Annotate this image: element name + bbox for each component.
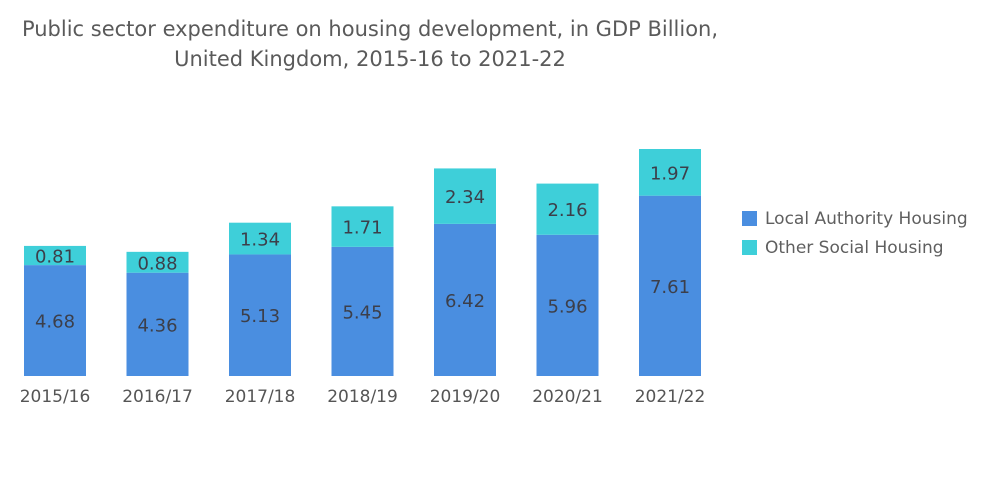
- data-label: 0.81: [35, 247, 75, 268]
- bar-group-2021-22: 7.61 1.97 2021/22: [635, 149, 706, 407]
- legend-label: Local Authority Housing: [765, 208, 968, 229]
- bar-segment-other-social-housing[interactable]: [639, 149, 701, 196]
- bar-segment-other-social-housing[interactable]: [24, 245, 86, 266]
- chart-title-line-2: United Kingdom, 2015-16 to 2021-22: [174, 47, 566, 71]
- data-label: 6.42: [445, 291, 485, 312]
- bar-segment-local-authority-housing[interactable]: [639, 195, 701, 376]
- bar-group-2020-21: 5.96 2.16 2020/21: [532, 183, 603, 407]
- data-label: 1.71: [342, 218, 382, 239]
- x-tick-label: 2016/17: [122, 387, 193, 407]
- bar-segment-local-authority-housing[interactable]: [536, 234, 599, 376]
- bar-group-2015-16: 4.68 0.81 2015/16: [20, 245, 91, 407]
- bar-group-2019-20: 6.42 2.34 2019/20: [430, 168, 501, 407]
- bar-segment-other-social-housing[interactable]: [536, 183, 599, 235]
- data-label: 4.36: [137, 315, 177, 336]
- bar-segment-local-authority-housing[interactable]: [126, 272, 189, 376]
- bar-segment-other-social-housing[interactable]: [434, 168, 496, 224]
- data-label: 5.45: [342, 302, 382, 323]
- bar-segment-local-authority-housing[interactable]: [229, 254, 291, 376]
- data-label: 2.16: [547, 200, 587, 221]
- data-label: 7.61: [650, 277, 690, 298]
- data-label: 1.34: [240, 230, 280, 251]
- bar-segment-local-authority-housing[interactable]: [331, 246, 394, 376]
- x-tick-label: 2019/20: [430, 387, 501, 407]
- bar-segment-local-authority-housing[interactable]: [434, 223, 496, 376]
- legend-swatch-other-social-housing: [742, 240, 757, 255]
- legend-swatch-local-authority-housing: [742, 211, 757, 226]
- data-label: 5.96: [547, 296, 587, 317]
- x-tick-label: 2015/16: [20, 387, 91, 407]
- chart-title-line-1: Public sector expenditure on housing dev…: [21, 17, 719, 41]
- bar-segment-other-social-housing[interactable]: [126, 251, 189, 273]
- bar-segment-other-social-housing[interactable]: [229, 222, 291, 255]
- data-label: 2.34: [445, 187, 485, 208]
- bar-segment-other-social-housing[interactable]: [331, 206, 394, 247]
- x-tick-label: 2020/21: [532, 387, 603, 407]
- x-tick-label: 2018/19: [327, 387, 398, 407]
- legend-item-other-social-housing[interactable]: Other Social Housing: [742, 233, 968, 262]
- data-label: 1.97: [650, 163, 690, 184]
- x-tick-label: 2021/22: [635, 387, 706, 407]
- legend-label: Other Social Housing: [765, 237, 944, 258]
- x-tick-label: 2017/18: [225, 387, 296, 407]
- chart-title: Public sector expenditure on housing dev…: [0, 14, 740, 74]
- bar-group-2016-17: 4.36 0.88 2016/17: [122, 251, 193, 407]
- legend: Local Authority Housing Other Social Hou…: [742, 204, 968, 262]
- bar-group-2018-19: 5.45 1.71 2018/19: [327, 206, 398, 407]
- legend-item-local-authority-housing[interactable]: Local Authority Housing: [742, 204, 968, 233]
- bar-segment-local-authority-housing[interactable]: [24, 265, 86, 376]
- data-label: 4.68: [35, 312, 75, 333]
- bar-group-2017-18: 5.13 1.34 2017/18: [225, 222, 296, 407]
- data-label: 5.13: [240, 306, 280, 327]
- data-label: 0.88: [137, 253, 177, 274]
